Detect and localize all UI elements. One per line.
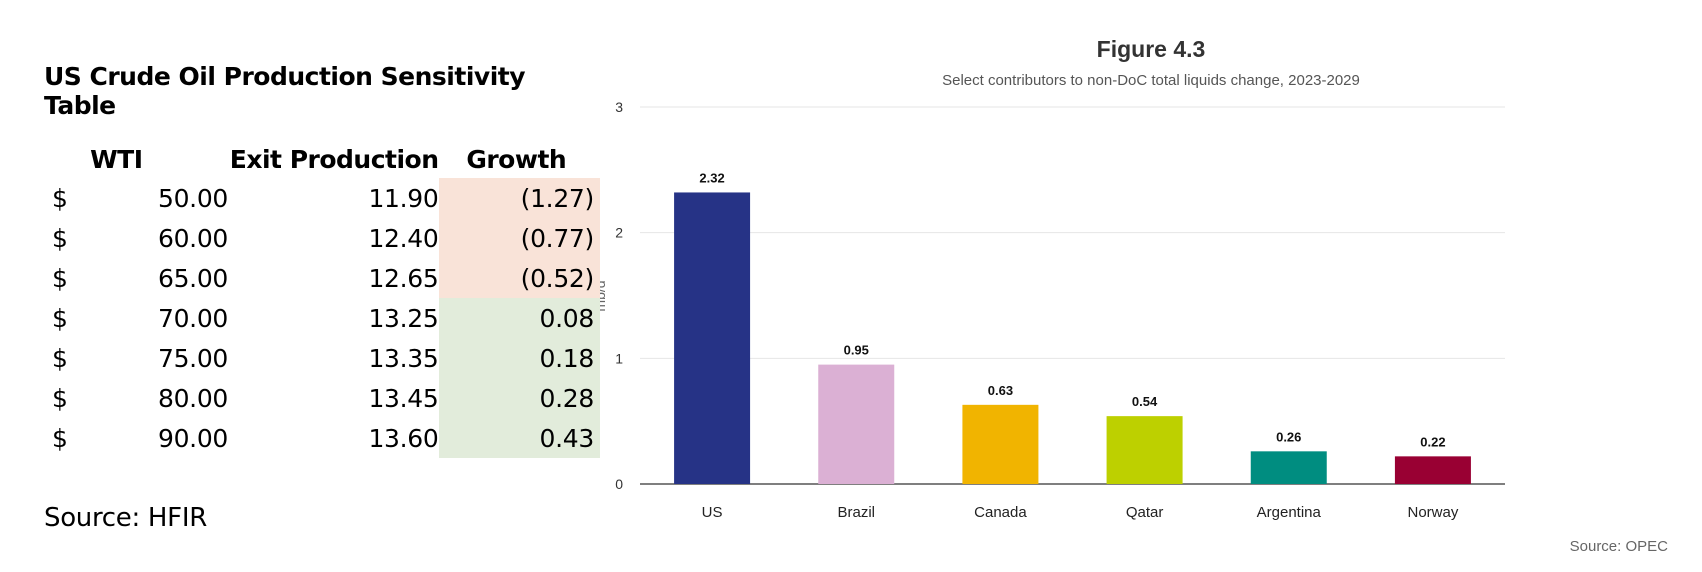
chart-source: Source: OPEC (1569, 538, 1668, 555)
y-tick-label: 2 (615, 225, 623, 241)
wti-cell: 65.00 (157, 263, 229, 293)
growth-cell: 0.08 (438, 298, 600, 338)
bar-chart-panel: Figure 4.3 Select contributors to non-Do… (600, 0, 1702, 572)
sensitivity-table-panel: US Crude Oil Production Sensitivity Tabl… (0, 0, 600, 572)
currency-cell: $ (52, 303, 68, 333)
bar-argentina (1250, 451, 1327, 484)
data-label: 0.54 (1132, 394, 1158, 409)
growth-cell: (1.27) (438, 178, 600, 218)
sensitivity-table: WTI Exit Production Growth $50.00 11.90 (1… (44, 140, 600, 458)
currency-cell: $ (52, 183, 68, 213)
currency-cell: $ (52, 343, 68, 373)
table-title: US Crude Oil Production Sensitivity Tabl… (44, 62, 526, 120)
currency-cell: $ (52, 423, 68, 453)
x-tick-label: Canada (974, 504, 1027, 521)
data-label: 2.32 (699, 170, 724, 185)
growth-cell: (0.52) (438, 258, 600, 298)
table-row: $80.00 13.45 0.28 (44, 378, 600, 418)
currency-cell: $ (52, 223, 68, 253)
x-tick-label: Argentina (1257, 504, 1322, 521)
x-tick-label: Brazil (837, 504, 875, 521)
data-label: 0.63 (988, 383, 1013, 398)
data-label: 0.22 (1420, 434, 1445, 449)
table-row: $50.00 11.90 (1.27) (44, 178, 600, 218)
y-tick-label: 3 (615, 99, 623, 115)
currency-cell: $ (52, 263, 68, 293)
chart-subtitle: Select contributors to non-DoC total liq… (942, 72, 1360, 89)
y-axis-label: mb/d (600, 280, 608, 311)
x-tick-label: Norway (1407, 504, 1458, 521)
bar-qatar (1106, 416, 1183, 484)
y-tick-label: 1 (615, 350, 623, 366)
x-tick-label: US (702, 504, 723, 521)
growth-cell: 0.28 (438, 378, 600, 418)
exit-production-cell: 13.25 (368, 303, 439, 333)
data-label: 0.95 (844, 343, 869, 358)
header-exit-production: Exit Production (229, 144, 439, 174)
header-currency (44, 140, 80, 178)
exit-production-cell: 11.90 (368, 183, 439, 213)
exit-production-cell: 13.35 (368, 343, 439, 373)
table-header-row: WTI Exit Production Growth (44, 140, 600, 178)
growth-cell: 0.18 (438, 338, 600, 378)
wti-cell: 75.00 (157, 343, 229, 373)
bar-chart: 0 1 2 3 mb/d 2.32 US 0.95 Brazil 0.63 Canada 0.54 Qa… (600, 99, 1505, 521)
y-tick-label: 0 (615, 476, 623, 492)
exit-production-cell: 13.60 (368, 423, 439, 453)
exit-production-cell: 12.40 (368, 223, 439, 253)
chart-title: Figure 4.3 (1096, 36, 1206, 62)
table-body: $50.00 11.90 (1.27) $60.00 12.40 (0.77) $65.00… (44, 178, 600, 458)
table-row: $65.00 12.65 (0.52) (44, 258, 600, 298)
bar-norway (1394, 456, 1471, 484)
header-growth: Growth (466, 144, 567, 174)
exit-production-cell: 12.65 (368, 263, 439, 293)
wti-cell: 70.00 (157, 303, 229, 333)
table-row: $60.00 12.40 (0.77) (44, 218, 600, 258)
growth-cell: (0.77) (438, 218, 600, 258)
exit-production-cell: 13.45 (368, 383, 439, 413)
wti-cell: 90.00 (157, 423, 229, 453)
table-row: $75.00 13.35 0.18 (44, 338, 600, 378)
table-row: $90.00 13.60 0.43 (44, 418, 600, 458)
header-wti: WTI (90, 144, 143, 174)
data-label: 0.26 (1276, 429, 1301, 444)
growth-cell: 0.43 (438, 418, 600, 458)
wti-cell: 60.00 (157, 223, 229, 253)
x-tick-label: Qatar (1126, 504, 1164, 521)
table-source: Source: HFIR (44, 503, 207, 533)
currency-cell: $ (52, 383, 68, 413)
bar-brazil (818, 364, 895, 484)
wti-cell: 50.00 (157, 183, 229, 213)
bar-canada (962, 404, 1039, 484)
bar-us (674, 192, 751, 484)
wti-cell: 80.00 (157, 383, 229, 413)
table-row: $70.00 13.25 0.08 (44, 298, 600, 338)
